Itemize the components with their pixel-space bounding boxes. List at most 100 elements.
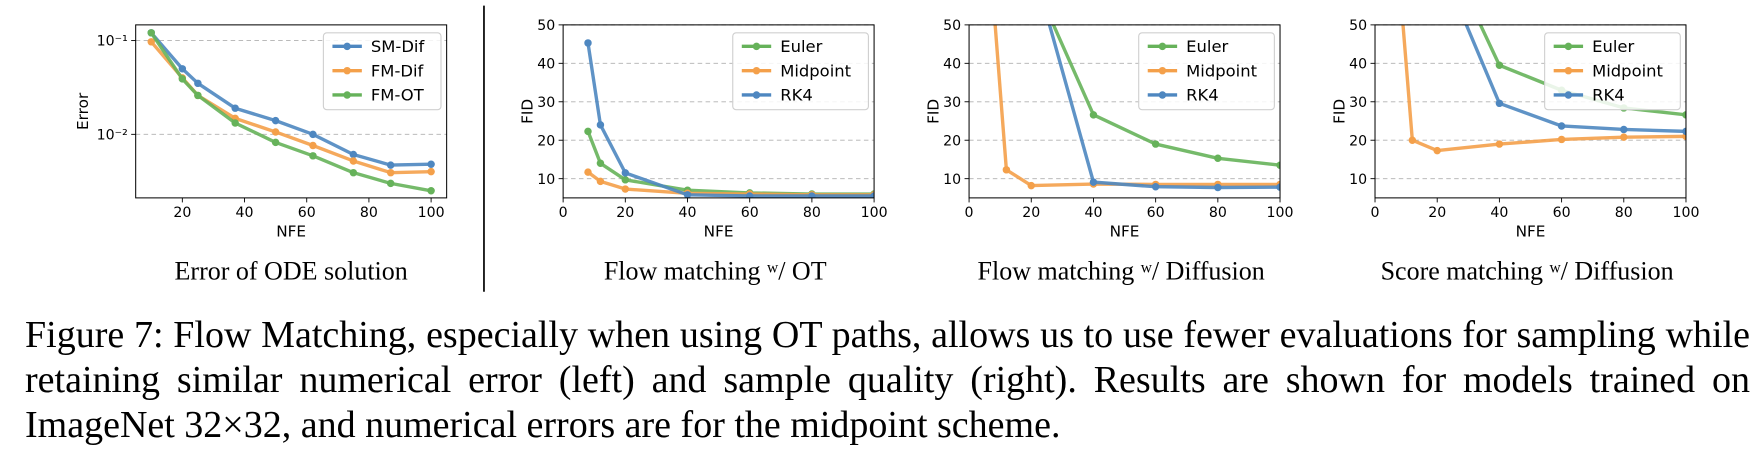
x-tick-label: 80	[360, 205, 378, 221]
legend-label: Midpoint	[780, 61, 851, 80]
chart: 10 20 30 40 50 0 20 40 60 80 100 Euler Midpoint RK4 NF…	[519, 18, 888, 285]
x-tick-label: 20	[1022, 205, 1040, 221]
x-tick-label: 60	[298, 205, 316, 221]
legend-marker	[1158, 66, 1167, 75]
chart-title: Flow matching ʷ/ OT	[604, 256, 827, 285]
y-tick-label: 50	[943, 18, 961, 34]
legend-label: RK4	[1186, 86, 1219, 105]
legend-box	[1138, 32, 1275, 111]
axes-frame	[135, 24, 448, 199]
y-tick-label: 30	[537, 95, 555, 111]
data-point	[271, 116, 280, 125]
x-axis-label: NFE	[1516, 222, 1546, 240]
legend-marker	[343, 66, 351, 75]
x-tick-label: 100	[1267, 205, 1294, 221]
chart-title: Flow matching ʷ/ Diffusion	[978, 256, 1265, 285]
x-tick-label: 20	[1428, 205, 1446, 221]
y-tick-label: 10	[537, 172, 555, 188]
x-tick-label: 100	[861, 205, 888, 221]
legend-label: RK4	[1592, 86, 1625, 105]
x-tick-label: 0	[1371, 205, 1380, 221]
legend-label: Midpoint	[1592, 61, 1663, 80]
data-point	[309, 152, 317, 160]
data-point	[1433, 146, 1441, 155]
x-tick-label: 60	[1553, 205, 1571, 221]
legend-label: FM-OT	[371, 86, 425, 105]
y-tick-label: 30	[1349, 95, 1367, 111]
chart: 10⁻¹ 10⁻² 20 40 60 80 100 SM-Dif FM-Dif FM-OT NFE E…	[74, 24, 448, 285]
x-axis-label: NFE	[276, 222, 306, 240]
data-point	[596, 159, 605, 168]
plot-area	[993, 24, 1281, 192]
data-point	[683, 191, 692, 198]
x-tick-label: 40	[236, 205, 254, 221]
data-point	[1027, 181, 1035, 190]
data-point	[1682, 111, 1686, 119]
chart-title: Error of ODE solution	[175, 256, 408, 285]
x-axis-label: NFE	[704, 222, 734, 240]
figure: 10⁻¹10⁻²20 40 60 80 100SM-DifFM-DifFM-OTNFEE…	[74, 5, 1699, 292]
x-tick-label: 60	[741, 205, 759, 221]
x-tick-label: 20	[616, 205, 634, 221]
y-axis-label: Error	[74, 92, 92, 130]
legend-marker	[343, 42, 351, 51]
data-point	[1276, 183, 1281, 191]
data-point	[1557, 135, 1566, 144]
data-point	[584, 168, 592, 176]
data-point	[178, 75, 187, 83]
x-tick-label: 0	[559, 205, 568, 221]
data-point	[1089, 178, 1098, 186]
axes-frame	[968, 24, 1281, 199]
data-point	[427, 167, 435, 176]
y-tick-label: 10	[1349, 172, 1367, 188]
data-point	[147, 38, 155, 46]
x-tick-label: 80	[1615, 205, 1633, 221]
y-tick-label: 20	[1349, 133, 1367, 149]
data-point	[808, 192, 816, 198]
data-point	[1620, 133, 1628, 141]
y-tick-label: 40	[1349, 56, 1367, 72]
legend-label: Euler	[1592, 37, 1634, 56]
data-point	[271, 138, 280, 147]
legend-box	[1544, 32, 1681, 111]
x-tick-label: 60	[1147, 205, 1165, 221]
data-point	[386, 168, 395, 177]
data-point	[194, 91, 202, 100]
plot-area	[147, 29, 435, 195]
data-point	[147, 29, 155, 37]
legend-marker	[1158, 42, 1167, 51]
data-point	[349, 150, 358, 159]
data-point	[584, 39, 592, 47]
axes-frame	[562, 24, 875, 199]
data-point	[386, 179, 395, 188]
legend-marker	[1158, 91, 1167, 99]
data-point	[870, 192, 875, 198]
y-tick-label: 10	[943, 172, 961, 188]
data-point	[1557, 122, 1566, 130]
data-point	[1002, 166, 1011, 174]
legend-marker	[1564, 42, 1573, 51]
legend-box	[322, 32, 442, 111]
data-point	[596, 177, 605, 186]
x-tick-label: 100	[418, 205, 445, 221]
legend-marker	[1564, 91, 1573, 99]
legend-marker	[752, 91, 761, 99]
y-axis-label: FID	[1330, 99, 1348, 124]
y-tick-label: 20	[943, 133, 961, 149]
chart: 10 20 30 40 50 0 20 40 60 80 100 Euler Midpoint RK4 NF…	[1330, 18, 1699, 285]
legend-label: Midpoint	[1186, 61, 1257, 80]
y-axis-label: FID	[925, 99, 943, 124]
legend-label: Euler	[1186, 37, 1228, 56]
data-point	[1408, 136, 1417, 144]
plot-area	[584, 39, 875, 198]
data-point	[231, 104, 239, 112]
data-point	[1620, 125, 1628, 134]
legend-label: Euler	[780, 37, 822, 56]
data-point	[349, 157, 358, 165]
legend-label: RK4	[780, 86, 813, 105]
data-point	[584, 127, 592, 136]
x-tick-label: 80	[803, 205, 821, 221]
x-tick-label: 40	[679, 205, 697, 221]
data-point	[1151, 183, 1160, 191]
